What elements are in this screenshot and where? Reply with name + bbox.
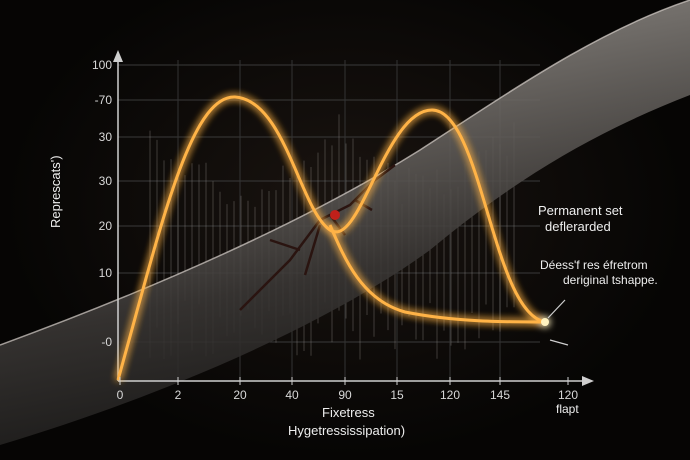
annotation-original-shape: Déess'f res éfretrom: [540, 258, 648, 272]
y-tick-label: 100: [92, 58, 112, 72]
y-tick-label: -70: [95, 93, 113, 107]
annotation-permanent-set: Permanent set: [538, 203, 623, 218]
annotation-permanent-set-line2: deflerarded: [545, 219, 611, 234]
x-tick-label: 15: [390, 388, 404, 402]
y-tick-label: 30: [99, 130, 113, 144]
y-tick-label: 20: [99, 219, 113, 233]
x-axis-label-line2: Hygetressissipation): [288, 423, 405, 438]
x-tick-label: 120: [440, 388, 460, 402]
x-axis-label: Fixetress: [322, 405, 375, 420]
y-tick-label: 30: [99, 174, 113, 188]
x-tick-label: 20: [233, 388, 247, 402]
x-tick-label: 2: [175, 388, 182, 402]
x-tick-label: 0: [117, 388, 124, 402]
x-unit-label: flapt: [556, 402, 579, 416]
x-tick-label: 40: [285, 388, 299, 402]
y-axis-label: Represcats'): [48, 155, 63, 228]
annotation-original-shape-line2: deriginal tshappe.: [563, 273, 658, 287]
y-tick-label: 10: [99, 266, 113, 280]
x-tick-label: 145: [490, 388, 510, 402]
x-tick-label: 90: [338, 388, 352, 402]
annotation-arrows: [548, 300, 568, 345]
y-tick-label: -0: [101, 335, 112, 349]
x-tick-label: 120: [558, 388, 578, 402]
